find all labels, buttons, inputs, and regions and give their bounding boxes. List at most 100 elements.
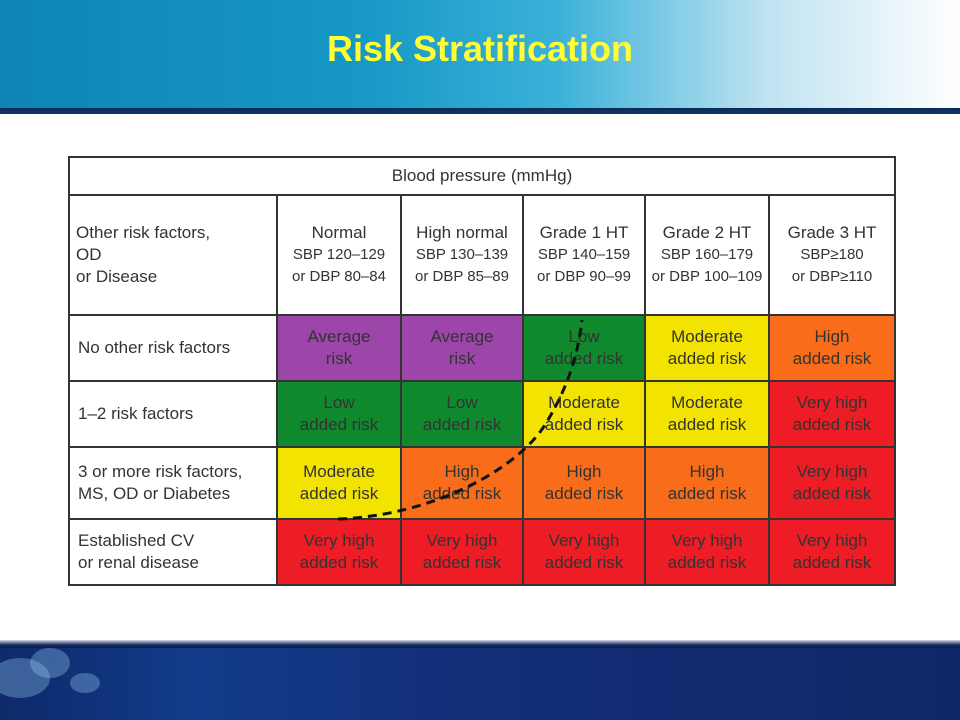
- column-name: Grade 2 HT: [662, 223, 752, 242]
- column-name: Grade 1 HT: [539, 223, 629, 242]
- risk-cell: Very high added risk: [767, 380, 897, 448]
- risk-cell-line: Low: [446, 393, 478, 412]
- risk-cell-line: High: [689, 462, 725, 481]
- column-header-grade-2: Grade 2 HT SBP 160–179 or DBP 100–109: [644, 194, 770, 316]
- risk-cell-line: added risk: [422, 415, 502, 434]
- risk-cell-line: Average: [307, 327, 371, 346]
- column-dbp: or DBP 85–89: [415, 268, 509, 285]
- risk-stratification-table: Blood pressure (mmHg) Other risk factors…: [67, 156, 897, 586]
- risk-cell-line: High: [444, 462, 480, 481]
- risk-cell-line: added risk: [667, 415, 747, 434]
- risk-cell-line: added risk: [544, 553, 624, 572]
- row-label-line: MS, OD or Diabetes: [78, 484, 231, 503]
- row-label-line: 3 or more risk factors,: [78, 462, 243, 481]
- column-name: High normal: [416, 223, 508, 242]
- risk-cell: High added risk: [767, 314, 897, 382]
- risk-cell: High added risk: [400, 446, 524, 520]
- risk-cell-line: Moderate: [303, 462, 375, 481]
- risk-cell-line: added risk: [544, 484, 624, 503]
- row-label-line: or renal disease: [78, 553, 199, 572]
- row-label-3-or-more-risk-factors: 3 or more risk factors, MS, OD or Diabet…: [68, 446, 278, 520]
- risk-cell-line: Low: [323, 393, 355, 412]
- column-sbp: SBP≥180: [800, 246, 864, 263]
- column-dbp: or DBP 90–99: [537, 268, 631, 285]
- risk-cell: Average risk: [276, 314, 402, 382]
- risk-cell-line: Very high: [671, 531, 743, 550]
- risk-cell: Very high added risk: [522, 518, 646, 586]
- risk-cell-line: Moderate: [671, 327, 743, 346]
- risk-factors-header: Other risk factors, OD or Disease: [68, 194, 278, 316]
- risk-cell-line: Very high: [796, 393, 868, 412]
- column-dbp: or DBP 100–109: [651, 268, 763, 285]
- risk-cell-line: added risk: [299, 415, 379, 434]
- risk-cell-line: added risk: [299, 484, 379, 503]
- risk-cell-line: Very high: [796, 462, 868, 481]
- corner-line: Other risk factors,: [76, 223, 211, 242]
- column-header-high-normal: High normal SBP 130–139 or DBP 85–89: [400, 194, 524, 316]
- risk-cell-line: added risk: [667, 349, 747, 368]
- risk-cell-line: added risk: [299, 553, 379, 572]
- risk-cell: Low added risk: [276, 380, 402, 448]
- corner-line: OD: [76, 245, 102, 264]
- risk-cell: Very high added risk: [767, 446, 897, 520]
- risk-cell-line: added risk: [792, 349, 872, 368]
- risk-cell-line: added risk: [792, 415, 872, 434]
- risk-cell-line: Moderate: [548, 393, 620, 412]
- risk-cell-line: Moderate: [671, 393, 743, 412]
- risk-cell: Very high added risk: [276, 518, 402, 586]
- slide-title: Risk Stratification: [326, 28, 634, 69]
- column-header-normal: Normal SBP 120–129 or DBP 80–84: [276, 194, 402, 316]
- risk-cell-line: High: [814, 327, 850, 346]
- column-dbp: or DBP 80–84: [292, 268, 386, 285]
- risk-cell: Moderate added risk: [522, 380, 646, 448]
- risk-cell-line: added risk: [667, 553, 747, 572]
- column-name: Normal: [311, 223, 367, 242]
- risk-cell-line: added risk: [422, 553, 502, 572]
- risk-cell-line: added risk: [544, 349, 624, 368]
- risk-cell: Moderate added risk: [644, 380, 770, 448]
- risk-cell: Low added risk: [400, 380, 524, 448]
- risk-cell: Very high added risk: [400, 518, 524, 586]
- risk-cell-line: Very high: [796, 531, 868, 550]
- row-label-1-2-risk-factors: 1–2 risk factors: [68, 380, 278, 448]
- risk-cell: High added risk: [522, 446, 646, 520]
- risk-cell-line: High: [566, 462, 602, 481]
- risk-cell-line: added risk: [544, 415, 624, 434]
- risk-cell: Low added risk: [522, 314, 646, 382]
- header-divider: [0, 108, 960, 114]
- slide-header-band: [0, 0, 960, 108]
- column-dbp: or DBP≥110: [791, 268, 873, 285]
- column-name: Grade 3 HT: [787, 223, 877, 242]
- risk-cell-line: Very high: [548, 531, 620, 550]
- row-label-line: 1–2 risk factors: [78, 404, 194, 423]
- risk-cell-line: added risk: [667, 484, 747, 503]
- risk-cell-line: Low: [568, 327, 600, 346]
- corner-line: or Disease: [76, 267, 158, 286]
- footer-divider: [0, 640, 960, 648]
- risk-cell: Very high added risk: [644, 518, 770, 586]
- risk-cell: Moderate added risk: [276, 446, 402, 520]
- risk-cell-line: added risk: [792, 553, 872, 572]
- risk-cell-line: risk: [325, 349, 353, 368]
- column-sbp: SBP 160–179: [660, 246, 754, 263]
- column-sbp: SBP 140–159: [537, 246, 631, 263]
- row-label-line: No other risk factors: [78, 338, 231, 357]
- column-sbp: SBP 130–139: [415, 246, 509, 263]
- risk-cell-line: added risk: [792, 484, 872, 503]
- risk-cell-line: added risk: [422, 484, 502, 503]
- row-label-established-cv: Established CV or renal disease: [68, 518, 278, 586]
- risk-cell: Average risk: [400, 314, 524, 382]
- blood-pressure-header: Blood pressure (mmHg): [67, 156, 897, 196]
- risk-cell: Very high added risk: [767, 518, 897, 586]
- slide-footer-band: [0, 648, 960, 720]
- column-header-grade-3: Grade 3 HT SBP≥180 or DBP≥110: [767, 194, 897, 316]
- row-label-line: Established CV: [78, 531, 195, 550]
- risk-cell-line: Very high: [303, 531, 375, 550]
- column-sbp: SBP 120–129: [292, 246, 386, 263]
- risk-cell: Moderate added risk: [644, 314, 770, 382]
- risk-cell: High added risk: [644, 446, 770, 520]
- risk-cell-line: Very high: [426, 531, 498, 550]
- risk-cell-line: Average: [430, 327, 494, 346]
- risk-cell-line: risk: [448, 349, 476, 368]
- column-header-grade-1: Grade 1 HT SBP 140–159 or DBP 90–99: [522, 194, 646, 316]
